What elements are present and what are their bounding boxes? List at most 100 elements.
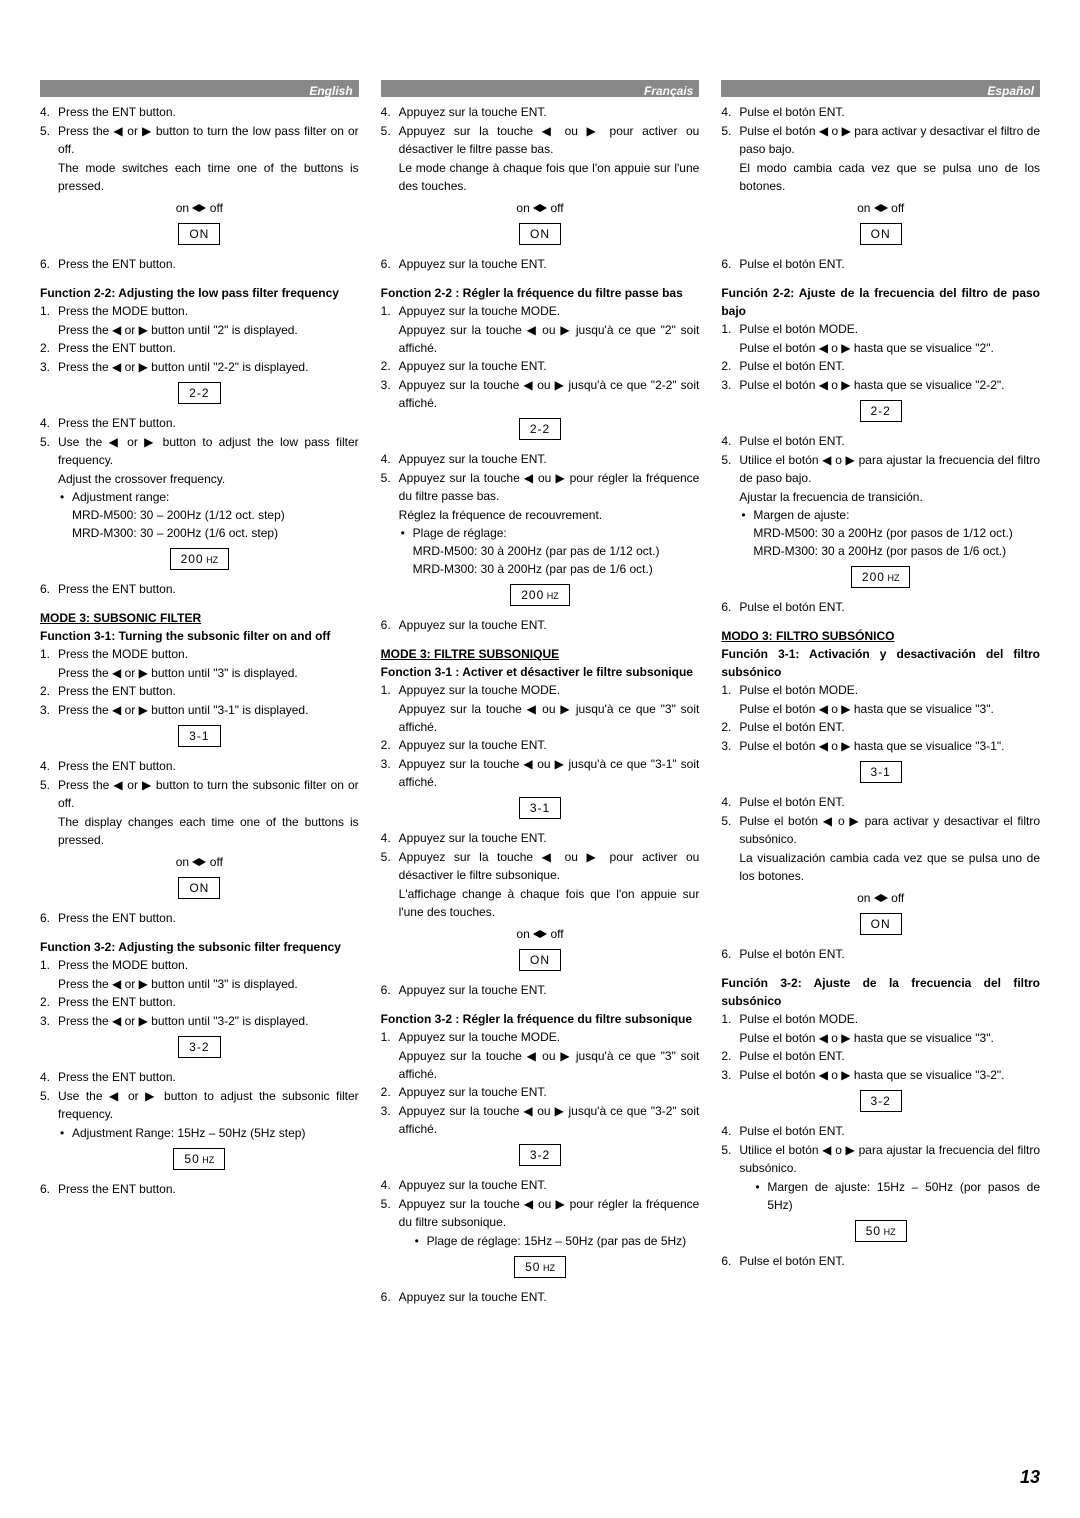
step: 4.Pulse el botón ENT. [721, 103, 1040, 121]
triangle-left-icon [533, 204, 540, 212]
display-box: 3-2 [381, 1144, 700, 1166]
note: Pulse el botón ◀ o ▶ hasta que se visual… [739, 700, 1040, 718]
step: 4.Appuyez sur la touche ENT. [381, 1176, 700, 1194]
triangle-right-icon [199, 204, 206, 212]
note: Press the ◀ or ▶ button until "2" is dis… [58, 321, 359, 339]
note: Réglez la fréquence de recouvrement. [399, 506, 700, 524]
step: 5.Appuyez sur la touche ◀ ou ▶ pour régl… [381, 1195, 700, 1231]
display-box: 200 HZ [721, 566, 1040, 588]
display-box: 50 HZ [721, 1220, 1040, 1242]
step: 1.Pulse el botón MODE. [721, 1010, 1040, 1028]
step: 6.Pulse el botón ENT. [721, 1252, 1040, 1270]
col-english: English 4.Press the ENT button. 5.Press … [40, 80, 359, 1307]
step: 5.Utilice el botón ◀ o ▶ para ajustar la… [721, 1141, 1040, 1177]
manual-page: English 4.Press the ENT button. 5.Press … [0, 0, 1080, 1337]
display-box: 200 HZ [40, 548, 359, 570]
on-off-diagram: on off [381, 925, 700, 943]
note: El modo cambia cada vez que se pulsa uno… [739, 159, 1040, 195]
step: 2.Appuyez sur la touche ENT. [381, 736, 700, 754]
page-number: 13 [0, 1467, 1080, 1518]
step: 5.Pulse el botón ◀ o ▶ para activar y de… [721, 812, 1040, 848]
step: 3.Appuyez sur la touche ◀ ou ▶ jusqu'à c… [381, 755, 700, 791]
lang-bar-fr: Français [381, 80, 700, 97]
step: 6.Appuyez sur la touche ENT. [381, 255, 700, 273]
step: 5.Pulse el botón ◀ o ▶ para activar y de… [721, 122, 1040, 158]
step: 4.Appuyez sur la touche ENT. [381, 103, 700, 121]
step: 4.Appuyez sur la touche ENT. [381, 450, 700, 468]
step: 3.Pulse el botón ◀ o ▶ hasta que se visu… [721, 737, 1040, 755]
step: 4.Pulse el botón ENT. [721, 1122, 1040, 1140]
step: 1.Press the MODE button. [40, 302, 359, 320]
note: The mode switches each time one of the b… [58, 159, 359, 195]
mode-title: MODE 3: SUBSONIC FILTER [40, 609, 359, 627]
note: L'affichage change à chaque fois que l'o… [399, 885, 700, 921]
step: 2.Press the ENT button. [40, 339, 359, 357]
step: 6.Appuyez sur la touche ENT. [381, 981, 700, 999]
display-box: 2-2 [381, 418, 700, 440]
function-title: Función 3-1: Activación y desactivación … [721, 645, 1040, 681]
display-box: 200 HZ [381, 584, 700, 606]
note: The display changes each time one of the… [58, 813, 359, 849]
triangle-right-icon [881, 204, 888, 212]
display-box: ON [381, 949, 700, 971]
display-box: 2-2 [40, 382, 359, 404]
step: 2.Pulse el botón ENT. [721, 718, 1040, 736]
note: Ajustar la frecuencia de transición. [739, 488, 1040, 506]
step: 1.Appuyez sur la touche MODE. [381, 1028, 700, 1046]
display-box: 50 HZ [381, 1256, 700, 1278]
step: 6.Press the ENT button. [40, 580, 359, 598]
on-off-diagram: on off [381, 199, 700, 217]
display-box: 3-2 [40, 1036, 359, 1058]
step: 3.Press the ◀ or ▶ button until "2-2" is… [40, 358, 359, 376]
on-off-diagram: on off [40, 199, 359, 217]
step: 4.Press the ENT button. [40, 103, 359, 121]
triangle-left-icon [192, 204, 199, 212]
note: Press the ◀ or ▶ button until "3" is dis… [58, 975, 359, 993]
display-box: 3-2 [721, 1090, 1040, 1112]
bullet: •Adjustment Range: 15Hz – 50Hz (5Hz step… [58, 1124, 359, 1142]
display-box: 3-1 [40, 725, 359, 747]
step: 6.Appuyez sur la touche ENT. [381, 616, 700, 634]
triangle-right-icon [540, 204, 547, 212]
triangle-left-icon [874, 204, 881, 212]
display-box: 3-1 [721, 761, 1040, 783]
note: Pulse el botón ◀ o ▶ hasta que se visual… [739, 339, 1040, 357]
step: 2.Appuyez sur la touche ENT. [381, 357, 700, 375]
step: 5.Utilice el botón ◀ o ▶ para ajustar la… [721, 451, 1040, 487]
col-espanol: Español 4.Pulse el botón ENT. 5.Pulse el… [721, 80, 1040, 1307]
col-francais: Français 4.Appuyez sur la touche ENT. 5.… [381, 80, 700, 1307]
bullet: •Margen de ajuste: [739, 506, 1040, 524]
function-title: Function 2-2: Adjusting the low pass fil… [40, 284, 359, 302]
step: 4.Appuyez sur la touche ENT. [381, 829, 700, 847]
note: Le mode change à chaque fois que l'on ap… [399, 159, 700, 195]
display-box: 2-2 [721, 400, 1040, 422]
step: 6.Press the ENT button. [40, 255, 359, 273]
on-off-diagram: on off [721, 889, 1040, 907]
function-title: Función 2-2: Ajuste de la frecuencia del… [721, 284, 1040, 320]
display-box: 50 HZ [40, 1148, 359, 1170]
step: 5.Appuyez sur la touche ◀ ou ▶ pour acti… [381, 848, 700, 884]
bullet: •Plage de réglage: 15Hz – 50Hz (par pas … [413, 1232, 700, 1250]
step: 3.Press the ◀ or ▶ button until "3-2" is… [40, 1012, 359, 1030]
spec: MRD-M500: 30 a 200Hz (por pasos de 1/12 … [753, 524, 1040, 542]
lang-bar-es: Español [721, 80, 1040, 97]
note: Press the ◀ or ▶ button until "3" is dis… [58, 664, 359, 682]
bullet: •Adjustment range: [58, 488, 359, 506]
step: 2.Pulse el botón ENT. [721, 1047, 1040, 1065]
step: 3.Appuyez sur la touche ◀ ou ▶ jusqu'à c… [381, 376, 700, 412]
step: 6.Press the ENT button. [40, 1180, 359, 1198]
mode-title: MODE 3: FILTRE SUBSONIQUE [381, 645, 700, 663]
mode-title: MODO 3: FILTRO SUBSÓNICO [721, 627, 1040, 645]
lang-bar-en: English [40, 80, 359, 97]
step: 2.Pulse el botón ENT. [721, 357, 1040, 375]
step: 3.Pulse el botón ◀ o ▶ hasta que se visu… [721, 1066, 1040, 1084]
triangle-right-icon [540, 930, 547, 938]
display-box: ON [381, 223, 700, 245]
step: 4.Press the ENT button. [40, 757, 359, 775]
triangle-right-icon [199, 858, 206, 866]
display-box: ON [721, 223, 1040, 245]
bullet: •Margen de ajuste: 15Hz – 50Hz (por paso… [753, 1178, 1040, 1214]
display-box: ON [721, 913, 1040, 935]
note: La visualización cambia cada vez que se … [739, 849, 1040, 885]
step: 6.Pulse el botón ENT. [721, 598, 1040, 616]
